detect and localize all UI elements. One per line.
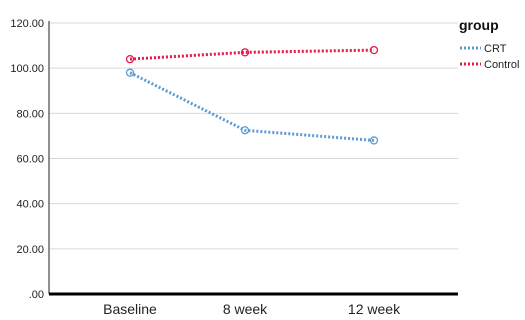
x-tick-label: Baseline bbox=[103, 301, 157, 317]
y-tick-label: 40.00 bbox=[16, 199, 44, 211]
y-tick-label: 60.00 bbox=[16, 154, 44, 166]
legend-title: group bbox=[459, 17, 499, 33]
y-tick-label: 120.00 bbox=[10, 18, 44, 30]
y-tick-label: 80.00 bbox=[16, 108, 44, 120]
series-line bbox=[129, 71, 375, 142]
series-lines bbox=[125, 45, 379, 145]
series-crt bbox=[125, 68, 379, 145]
data-point bbox=[240, 48, 250, 57]
x-tick-label: 8 week bbox=[223, 301, 268, 317]
data-point bbox=[125, 68, 135, 77]
data-point bbox=[240, 126, 250, 135]
x-tick-labels: Baseline 8 week 12 week bbox=[103, 301, 401, 317]
legend-label: Control bbox=[484, 59, 519, 71]
legend: group CRT Control bbox=[459, 17, 519, 71]
y-tick-label: 100.00 bbox=[10, 63, 44, 75]
y-tick-labels: 120.00 100.00 80.00 60.00 40.00 20.00 .00 bbox=[10, 18, 44, 301]
data-point bbox=[369, 136, 379, 145]
axes bbox=[48, 21, 458, 296]
data-point bbox=[369, 45, 379, 55]
legend-label: CRT bbox=[484, 43, 507, 55]
y-tick-label: 20.00 bbox=[16, 244, 44, 256]
x-tick-label: 12 week bbox=[348, 301, 401, 317]
series-line bbox=[129, 48, 375, 61]
y-tick-label: .00 bbox=[29, 289, 44, 301]
grid-lines bbox=[49, 22, 458, 250]
series-control bbox=[125, 45, 379, 64]
data-point bbox=[125, 54, 135, 64]
